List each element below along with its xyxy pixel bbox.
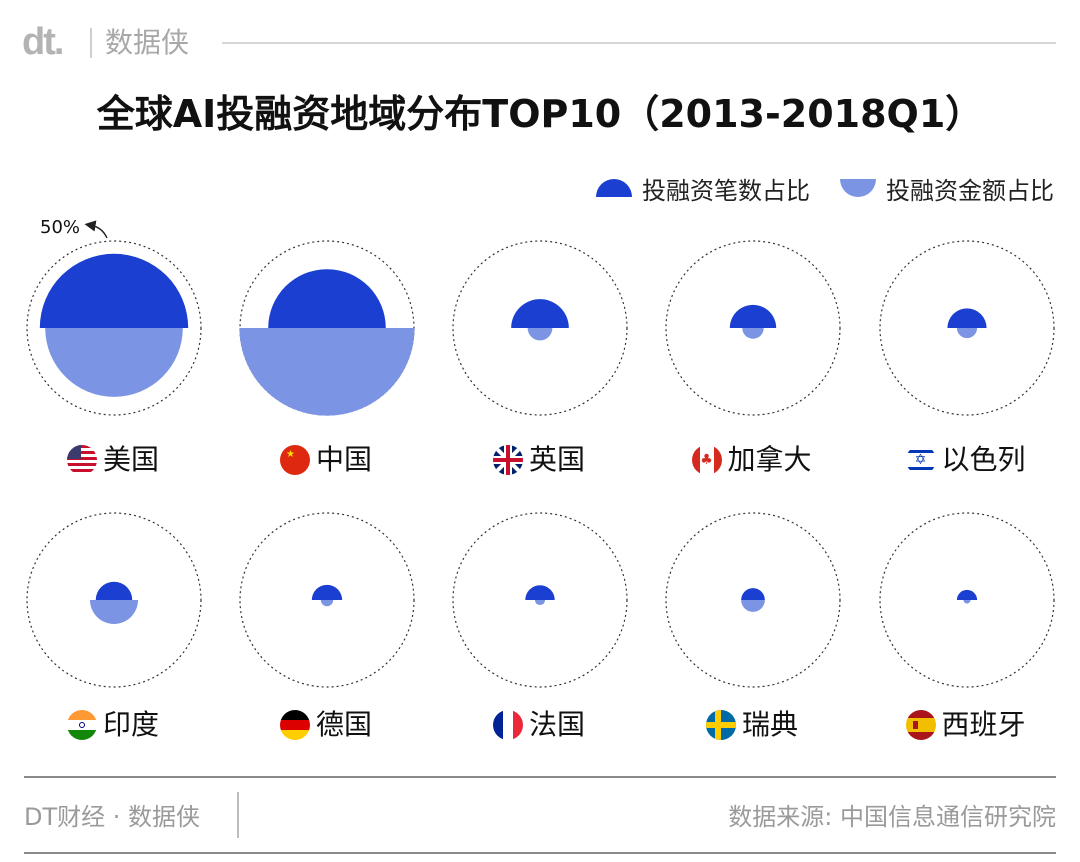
reference-arrow [84,220,108,239]
country-label: 法国 [493,705,585,745]
legend-label-amount: 投融资金额占比 [886,176,1054,205]
amount-semicircle [963,600,971,604]
brand-divider [90,28,92,58]
legend: 投融资笔数占比 投融资金额占比 [566,170,1054,206]
legend-item-count: 投融资笔数占比 [596,171,810,206]
de-flag-icon [280,710,310,740]
chart-title: 全球AI投融资地域分布TOP10（2013-2018Q1） [96,92,984,136]
legend-label-count: 投融资笔数占比 [642,176,810,205]
reference-ring [26,240,202,416]
amount-semicircle [239,328,415,416]
reference-ring [879,512,1055,688]
count-semicircle [95,581,133,600]
country-label: 瑞典 [706,705,798,745]
reference-ring [26,512,202,688]
se-flag-icon [706,710,736,740]
footer-rule-bottom [24,852,1056,854]
reference-ring [239,512,415,688]
il-flag-icon: ✡ [905,445,936,475]
ca-flag-icon: ♣ [691,445,722,475]
country-name: 以色列 [941,443,1026,476]
amount-semicircle [956,328,978,339]
country-name: 西班牙 [941,708,1026,741]
brand-name: 数据侠 [105,26,190,59]
cn-flag-icon: ★ [280,445,310,475]
country-name: 法国 [529,708,586,741]
country-name: 德国 [316,708,373,741]
us-flag-icon [67,445,97,475]
count-semicircle [947,308,987,328]
gb-flag-icon [493,445,523,475]
footer-source: 数据来源: 中国信息通信研究院 [728,803,1056,831]
count-semicircle [729,304,777,328]
country-label: 英国 [493,440,585,480]
country-name: 英国 [529,443,586,476]
country-label: 印度 [67,705,159,745]
header-rule [222,42,1056,44]
count-semicircle [741,588,765,600]
amount-semicircle [90,600,138,624]
country-label: ♣ 加拿大 [691,440,812,480]
amount-semicircle [742,328,764,339]
in-flag-icon [67,710,97,740]
count-semicircle [525,585,555,600]
footer-rule-top [24,776,1056,778]
country-label: 德国 [280,705,372,745]
header: dt. 数据侠 [0,0,1080,80]
reference-ring [879,240,1055,416]
dt-logo: dt. [22,21,64,63]
legend-item-amount: 投融资金额占比 [840,171,1054,206]
count-semicircle [39,253,189,328]
reference-annotation: 50% [40,217,80,238]
reference-ring [665,512,841,688]
country-label: 西班牙 [905,705,1026,745]
country-label: 美国 [67,440,159,480]
count-semicircle [956,589,978,600]
footer-divider [237,792,239,838]
country-name: 印度 [103,708,160,741]
amount-semicircle [534,600,546,606]
reference-ring [665,240,841,416]
amount-semicircle [527,328,553,341]
country-label: ✡ 以色列 [905,440,1026,480]
country-name: 瑞典 [742,708,799,741]
reference-ring [452,240,628,416]
amount-semicircle [320,600,334,607]
country-name: 美国 [103,443,160,476]
amount-semicircle [45,328,183,397]
fr-flag-icon [493,710,523,740]
count-semicircle [311,584,343,600]
footer-credit: DT财经 · 数据侠 [24,803,201,831]
es-flag-icon [905,710,936,740]
count-semicircle [268,269,386,328]
country-name: 加拿大 [727,443,812,476]
country-name: 中国 [316,443,373,476]
legend-swatch-count [596,179,632,197]
count-semicircle [511,299,569,328]
country-label: ★ 中国 [280,440,372,480]
legend-swatch-amount [840,179,876,197]
amount-semicircle [741,600,765,612]
reference-ring [452,512,628,688]
